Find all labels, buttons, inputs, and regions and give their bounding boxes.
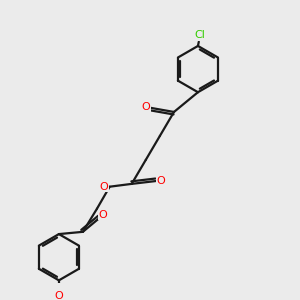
Text: O: O bbox=[156, 176, 165, 186]
Text: O: O bbox=[141, 102, 150, 112]
Text: O: O bbox=[55, 291, 63, 300]
Text: O: O bbox=[100, 182, 108, 192]
Text: O: O bbox=[98, 210, 107, 220]
Text: Cl: Cl bbox=[194, 30, 205, 40]
